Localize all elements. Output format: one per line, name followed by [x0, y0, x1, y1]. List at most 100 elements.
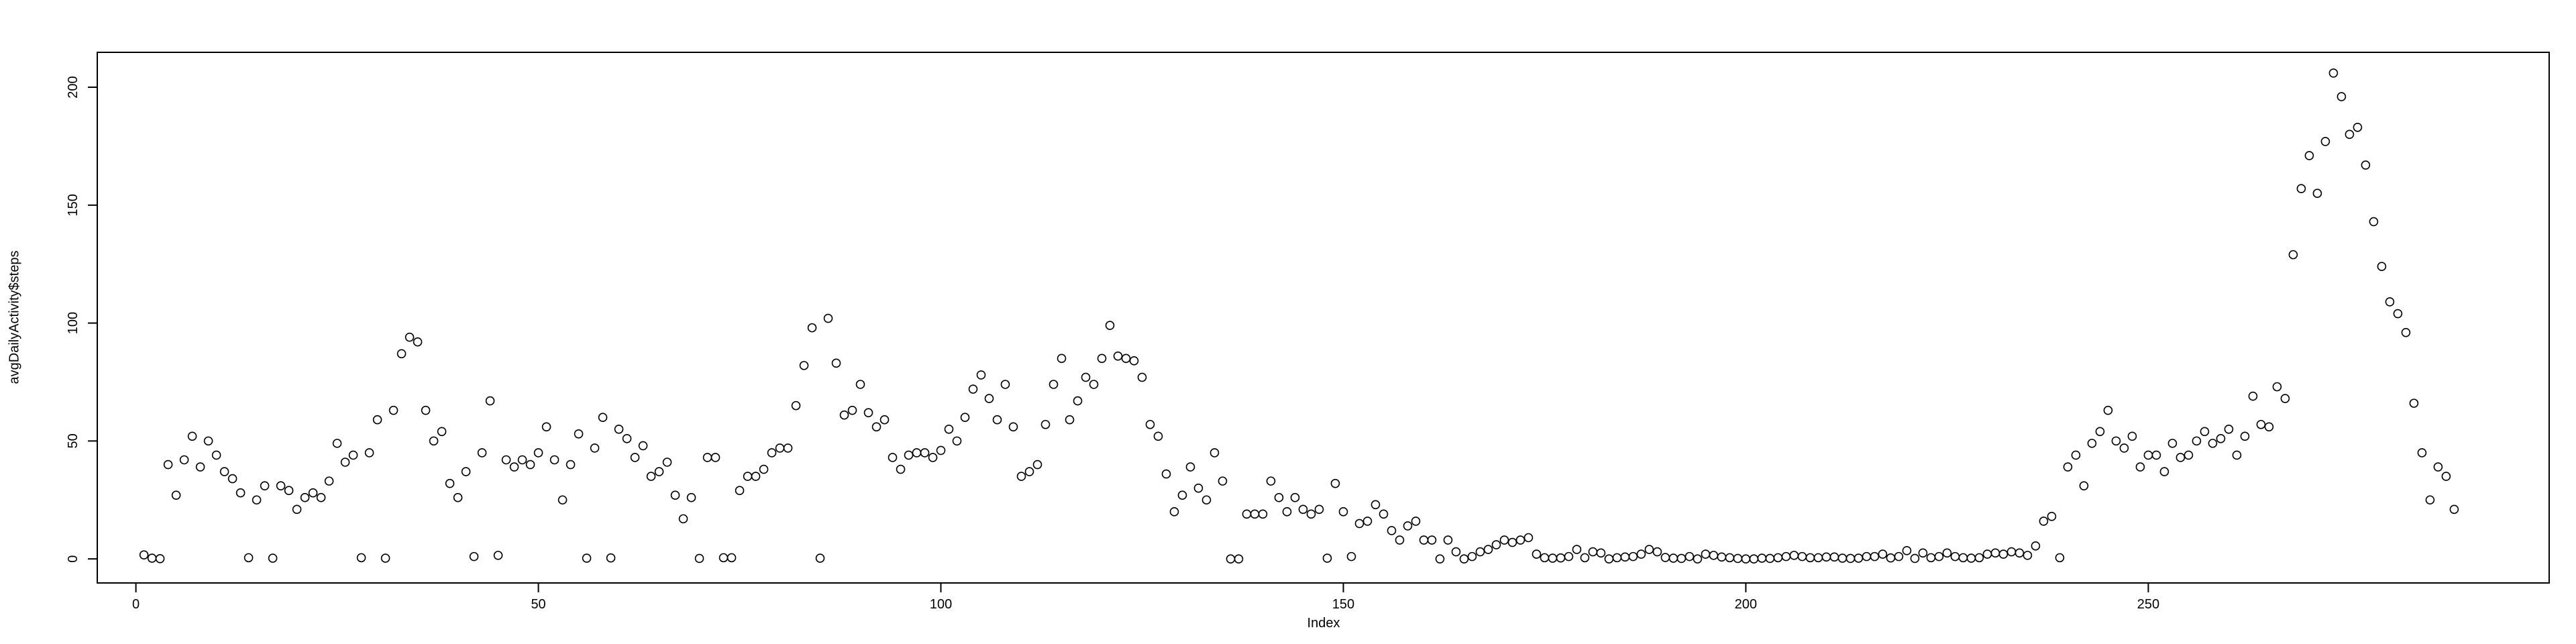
data-point — [1821, 552, 1831, 562]
data-point — [2006, 547, 2017, 557]
data-point — [1137, 372, 1147, 382]
data-point — [614, 424, 624, 434]
data-point — [1837, 553, 1847, 563]
data-point — [1548, 553, 1558, 563]
data-point — [235, 488, 246, 498]
data-point — [1709, 551, 1719, 560]
data-point — [549, 455, 559, 465]
data-point — [2031, 541, 2041, 551]
data-point — [1854, 553, 1864, 563]
y-tick-label: 50 — [66, 433, 80, 448]
data-point — [694, 553, 704, 564]
data-point — [1572, 545, 1582, 554]
data-point — [469, 551, 479, 561]
data-point — [783, 443, 793, 453]
data-point — [2369, 217, 2379, 227]
data-point — [1467, 551, 1477, 561]
data-point — [815, 553, 825, 563]
data-point — [1113, 352, 1123, 361]
data-point — [920, 448, 930, 458]
data-point — [227, 474, 237, 484]
data-point — [1741, 554, 1751, 564]
data-point — [1040, 419, 1051, 429]
data-point — [1210, 448, 1220, 458]
data-point — [1218, 476, 1228, 486]
data-point — [1024, 467, 1034, 476]
data-point — [928, 453, 938, 462]
data-point — [710, 453, 720, 462]
data-point — [759, 464, 769, 474]
data-point — [1089, 380, 1099, 389]
data-point — [582, 553, 592, 563]
data-point — [2151, 450, 2161, 460]
data-point — [2393, 309, 2403, 319]
data-point — [1290, 492, 1300, 502]
data-point — [260, 481, 270, 490]
data-point — [1411, 517, 1421, 526]
data-point — [485, 396, 495, 406]
data-point — [791, 400, 801, 411]
data-point — [2224, 424, 2234, 434]
data-point — [2208, 439, 2218, 448]
data-point — [799, 361, 809, 370]
data-point — [268, 553, 278, 563]
data-point — [654, 467, 664, 476]
data-point — [1451, 547, 1461, 557]
data-point — [2377, 262, 2387, 272]
data-point — [195, 462, 205, 472]
data-point — [348, 450, 358, 460]
data-point — [638, 441, 648, 451]
data-point — [2015, 548, 2025, 558]
data-point — [405, 332, 415, 342]
data-point — [1185, 462, 1195, 472]
data-point — [735, 486, 745, 495]
data-point — [211, 450, 221, 460]
data-point — [171, 490, 181, 500]
data-point — [775, 443, 785, 453]
data-point — [1717, 552, 1727, 562]
data-point — [1371, 500, 1381, 510]
data-point — [702, 453, 712, 462]
data-point — [1958, 553, 1968, 563]
data-point — [1684, 551, 1695, 561]
data-point — [372, 415, 382, 425]
data-point — [2417, 448, 2427, 458]
data-point — [863, 408, 873, 417]
data-point — [1652, 547, 1662, 557]
data-point — [2385, 297, 2395, 307]
data-point — [1121, 354, 1131, 364]
data-point — [1604, 554, 1614, 564]
data-point — [1475, 547, 1485, 557]
data-point — [1049, 380, 1059, 389]
data-point — [2353, 122, 2363, 132]
data-point — [445, 478, 455, 488]
data-point — [2280, 394, 2290, 403]
data-point — [1234, 554, 1244, 564]
data-point — [2264, 422, 2274, 432]
data-point — [1330, 478, 1340, 488]
data-point — [1676, 553, 1686, 564]
data-point — [1435, 554, 1445, 564]
data-point — [429, 436, 439, 446]
data-point — [767, 448, 777, 458]
data-point — [1105, 321, 1115, 330]
data-point — [2095, 427, 2105, 437]
data-point — [1693, 554, 1703, 564]
data-point — [1918, 548, 1928, 558]
y-tick-label: 150 — [66, 194, 80, 216]
data-point — [1177, 490, 1187, 500]
data-point — [1886, 553, 1896, 563]
data-point — [879, 415, 890, 425]
data-point — [2320, 137, 2330, 146]
data-point — [896, 464, 906, 474]
data-point — [1129, 356, 1139, 366]
data-point — [1016, 472, 1026, 481]
data-point — [1032, 460, 1042, 470]
data-point — [1193, 483, 1203, 493]
data-point — [388, 405, 398, 415]
data-point — [244, 553, 254, 563]
data-point — [1443, 535, 1453, 545]
data-point — [622, 434, 632, 443]
data-point — [147, 553, 157, 563]
